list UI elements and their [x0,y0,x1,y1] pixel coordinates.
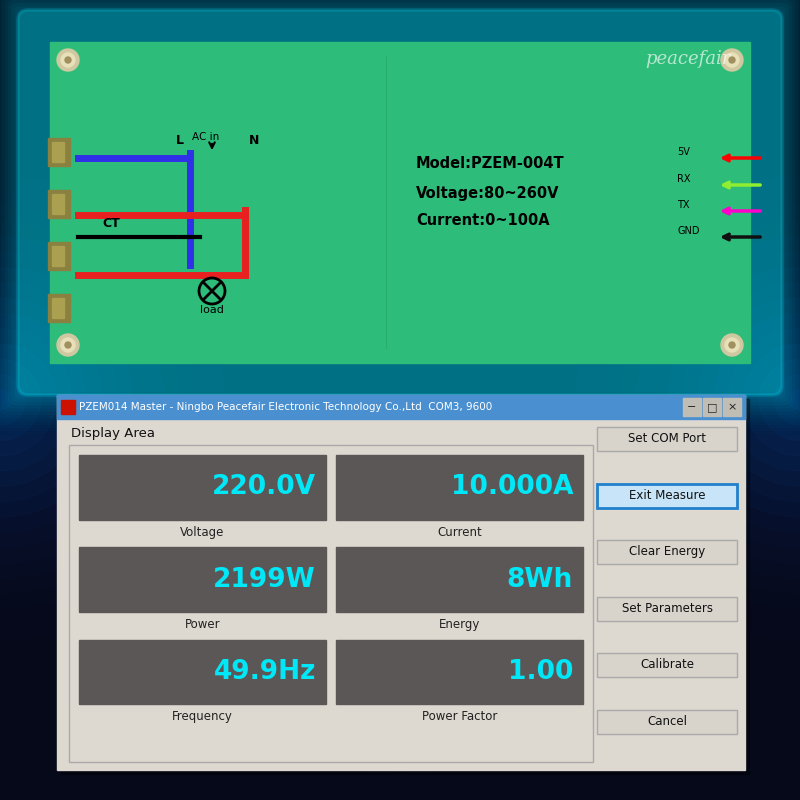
Bar [597,597,737,621]
Bar [79,640,326,704]
Bar [597,597,737,621]
Circle shape [721,49,743,71]
Circle shape [0,374,26,426]
Circle shape [57,334,79,356]
Text: Set COM Port: Set COM Port [628,433,706,446]
Circle shape [0,359,41,441]
Circle shape [57,49,79,71]
Bar [61,399,749,774]
Circle shape [774,374,800,426]
Bar [597,653,737,677]
Bar [336,640,583,704]
Text: 5V: 5V [677,147,690,157]
Bar [79,547,326,612]
Circle shape [0,344,56,456]
Text: Exit Measure: Exit Measure [629,489,706,502]
Text: □: □ [706,402,718,412]
Text: Cancel: Cancel [647,715,687,728]
Text: PZEM014 Master - Ningbo Peacefair Electronic Technology Co.,Ltd  COM3, 9600: PZEM014 Master - Ningbo Peacefair Electr… [79,402,492,412]
Text: 8Wh: 8Wh [506,566,573,593]
Bar [50,42,750,363]
Text: Power Factor: Power Factor [422,710,497,723]
Text: Set Parameters: Set Parameters [622,602,713,615]
Text: CT: CT [102,217,120,230]
Bar [597,427,737,451]
Bar [597,710,737,734]
Bar [597,427,737,451]
Bar [52,142,64,162]
Bar [336,455,583,520]
Text: Current: Current [437,526,482,538]
Text: Energy: Energy [439,618,480,631]
Bar [597,540,737,564]
Bar [57,395,745,770]
Bar [48,294,70,322]
Text: Power: Power [185,618,220,631]
Bar [79,455,326,520]
Text: Calibrate: Calibrate [640,658,694,671]
Text: ×: × [727,402,737,412]
Bar [597,710,737,734]
Text: Display Area: Display Area [71,426,155,439]
Text: N: N [249,134,259,147]
Bar [597,483,737,507]
Text: load: load [200,305,224,315]
Text: 220.0V: 220.0V [212,474,316,500]
Text: GND: GND [677,226,699,236]
Circle shape [729,342,735,348]
Bar [597,483,737,507]
FancyBboxPatch shape [21,13,779,392]
Circle shape [61,53,75,67]
Bar [723,398,741,416]
Circle shape [729,57,735,63]
Circle shape [65,57,71,63]
Bar [57,395,745,419]
Text: RX: RX [677,174,690,184]
Bar [61,400,75,414]
Circle shape [790,390,800,410]
Bar [597,653,737,677]
Circle shape [744,344,800,456]
Text: 49.9Hz: 49.9Hz [214,659,316,685]
Circle shape [759,359,800,441]
Bar [597,540,737,564]
Text: AC in: AC in [192,132,219,142]
Text: 1.00: 1.00 [508,659,573,685]
Circle shape [721,334,743,356]
Text: Frequency: Frequency [172,710,233,723]
Circle shape [65,342,71,348]
Text: TX: TX [677,200,690,210]
Circle shape [725,338,739,352]
Text: Operate Area: Operate Area [605,426,694,439]
Text: Model:PZEM-004T: Model:PZEM-004T [416,156,565,171]
Bar [703,398,721,416]
Bar [52,194,64,214]
Text: 10.000A: 10.000A [450,474,573,500]
FancyBboxPatch shape [18,10,782,395]
Circle shape [725,53,739,67]
Bar [48,138,70,166]
Circle shape [61,338,75,352]
Text: peacefair: peacefair [645,50,730,68]
Bar [683,398,701,416]
Bar [52,246,64,266]
Bar [336,547,583,612]
Text: L: L [176,134,184,147]
Bar [69,445,593,762]
Text: Voltage:80~260V: Voltage:80~260V [416,186,559,201]
Text: Voltage: Voltage [180,526,225,538]
Bar [48,242,70,270]
Bar [52,298,64,318]
Text: −: − [687,402,697,412]
FancyBboxPatch shape [18,10,782,395]
Bar [48,190,70,218]
Bar [57,395,745,397]
Circle shape [0,390,10,410]
Text: Current:0~100A: Current:0~100A [416,213,550,228]
Text: 2199W: 2199W [214,566,316,593]
Text: Clear Energy: Clear Energy [629,546,705,558]
